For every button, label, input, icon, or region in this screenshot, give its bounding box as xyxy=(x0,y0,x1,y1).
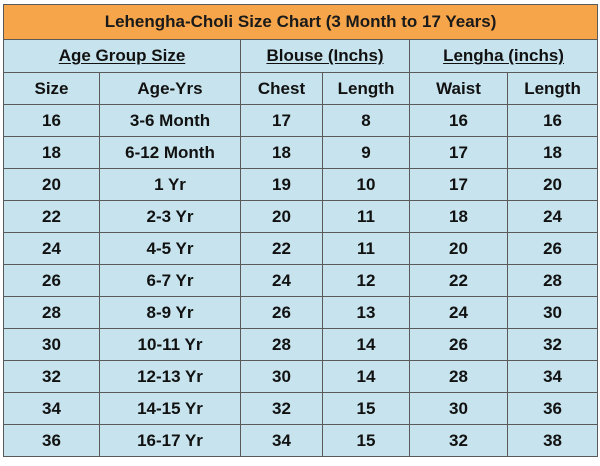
cell-blouse-length: 8 xyxy=(322,104,410,137)
table-row: 32 12-13 Yr 30 14 28 34 xyxy=(3,360,599,393)
cell-age-yrs: 3-6 Month xyxy=(99,104,241,137)
table-row: 22 2-3 Yr 20 11 18 24 xyxy=(3,200,599,233)
cell-lengha-length: 32 xyxy=(506,328,599,361)
cell-lengha-length: 20 xyxy=(506,168,599,201)
cell-chest: 26 xyxy=(240,296,323,329)
cell-lengha-length: 34 xyxy=(506,360,599,393)
group-lengha-header: Lengha (inchs) xyxy=(408,39,599,73)
col-header-blouse-length: Length xyxy=(322,72,410,105)
cell-chest: 18 xyxy=(240,136,323,169)
cell-age-yrs: 6-7 Yr xyxy=(99,264,241,297)
cell-waist: 28 xyxy=(409,360,508,393)
col-header-size: Size xyxy=(3,72,100,105)
column-header-row: Size Age-Yrs Chest Length Waist Length xyxy=(3,72,599,105)
col-header-age-yrs: Age-Yrs xyxy=(99,72,241,105)
cell-size: 28 xyxy=(3,296,100,329)
cell-blouse-length: 9 xyxy=(322,136,410,169)
cell-blouse-length: 10 xyxy=(322,168,410,201)
cell-size: 32 xyxy=(3,360,100,393)
cell-chest: 22 xyxy=(240,232,323,265)
cell-age-yrs: 4-5 Yr xyxy=(99,232,241,265)
cell-waist: 22 xyxy=(409,264,508,297)
cell-lengha-length: 28 xyxy=(506,264,599,297)
table-row: 36 16-17 Yr 34 15 32 38 xyxy=(3,424,599,457)
cell-lengha-length: 26 xyxy=(506,232,599,265)
table-row: 24 4-5 Yr 22 11 20 26 xyxy=(3,232,599,265)
cell-size: 22 xyxy=(3,200,100,233)
cell-age-yrs: 10-11 Yr xyxy=(99,328,241,361)
size-chart-table: Lehengha-Choli Size Chart (3 Month to 17… xyxy=(2,4,599,457)
cell-waist: 18 xyxy=(409,200,508,233)
table-row: 20 1 Yr 19 10 17 20 xyxy=(3,168,599,201)
cell-size: 18 xyxy=(3,136,100,169)
cell-blouse-length: 13 xyxy=(322,296,410,329)
cell-waist: 24 xyxy=(409,296,508,329)
table-row: 30 10-11 Yr 28 14 26 32 xyxy=(3,328,599,361)
cell-lengha-length: 18 xyxy=(506,136,599,169)
cell-size: 26 xyxy=(3,264,100,297)
cell-size: 30 xyxy=(3,328,100,361)
cell-age-yrs: 1 Yr xyxy=(99,168,241,201)
cell-waist: 30 xyxy=(409,392,508,425)
cell-lengha-length: 16 xyxy=(506,104,599,137)
cell-blouse-length: 15 xyxy=(322,392,410,425)
cell-lengha-length: 38 xyxy=(506,424,599,457)
cell-age-yrs: 6-12 Month xyxy=(99,136,241,169)
cell-size: 34 xyxy=(3,392,100,425)
cell-waist: 26 xyxy=(409,328,508,361)
cell-blouse-length: 15 xyxy=(322,424,410,457)
cell-chest: 24 xyxy=(240,264,323,297)
col-header-chest: Chest xyxy=(240,72,323,105)
table-row: 16 3-6 Month 17 8 16 16 xyxy=(3,104,599,137)
cell-blouse-length: 14 xyxy=(322,328,410,361)
cell-size: 20 xyxy=(3,168,100,201)
table-row: 26 6-7 Yr 24 12 22 28 xyxy=(3,264,599,297)
cell-size: 24 xyxy=(3,232,100,265)
col-header-waist: Waist xyxy=(409,72,508,105)
cell-lengha-length: 30 xyxy=(506,296,599,329)
cell-blouse-length: 11 xyxy=(322,200,410,233)
cell-age-yrs: 2-3 Yr xyxy=(99,200,241,233)
cell-chest: 20 xyxy=(240,200,323,233)
cell-waist: 17 xyxy=(409,168,508,201)
title-row: Lehengha-Choli Size Chart (3 Month to 17… xyxy=(2,4,599,40)
cell-age-yrs: 12-13 Yr xyxy=(99,360,241,393)
cell-lengha-length: 24 xyxy=(506,200,599,233)
cell-blouse-length: 14 xyxy=(322,360,410,393)
cell-age-yrs: 16-17 Yr xyxy=(99,424,241,457)
group-blouse-header: Blouse (Inchs) xyxy=(240,39,410,73)
cell-chest: 30 xyxy=(240,360,323,393)
group-header-row: Age Group Size Blouse (Inchs) Lengha (in… xyxy=(3,39,599,73)
col-header-lengha-length: Length xyxy=(506,72,599,105)
cell-chest: 19 xyxy=(240,168,323,201)
cell-lengha-length: 36 xyxy=(506,392,599,425)
cell-waist: 16 xyxy=(409,104,508,137)
cell-size: 16 xyxy=(3,104,100,137)
cell-chest: 28 xyxy=(240,328,323,361)
chart-title: Lehengha-Choli Size Chart (3 Month to 17… xyxy=(2,4,599,40)
cell-waist: 20 xyxy=(409,232,508,265)
cell-chest: 32 xyxy=(240,392,323,425)
cell-blouse-length: 11 xyxy=(322,232,410,265)
cell-age-yrs: 14-15 Yr xyxy=(99,392,241,425)
table-row: 18 6-12 Month 18 9 17 18 xyxy=(3,136,599,169)
cell-waist: 32 xyxy=(409,424,508,457)
cell-chest: 34 xyxy=(240,424,323,457)
group-age-header: Age Group Size xyxy=(3,39,241,73)
cell-waist: 17 xyxy=(409,136,508,169)
cell-chest: 17 xyxy=(240,104,323,137)
table-row: 34 14-15 Yr 32 15 30 36 xyxy=(3,392,599,425)
cell-blouse-length: 12 xyxy=(322,264,410,297)
table-row: 28 8-9 Yr 26 13 24 30 xyxy=(3,296,599,329)
cell-age-yrs: 8-9 Yr xyxy=(99,296,241,329)
cell-size: 36 xyxy=(3,424,100,457)
